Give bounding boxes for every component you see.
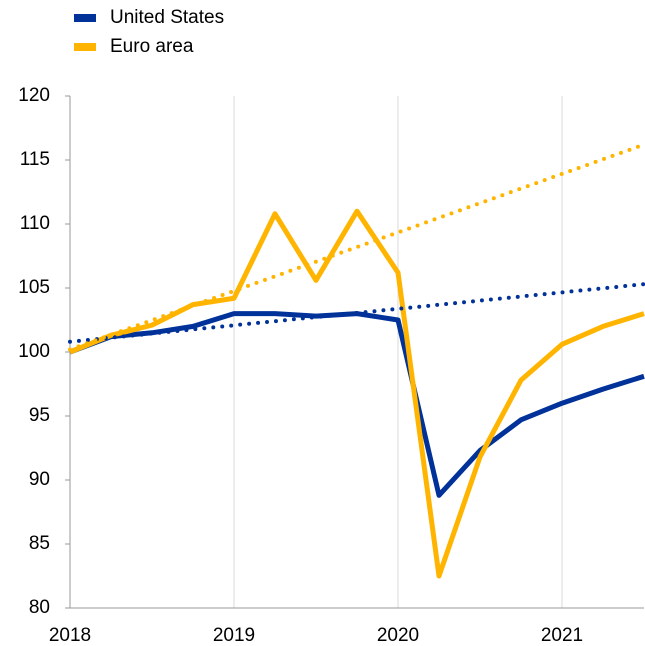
trend-line	[68, 142, 645, 352]
y-tick-label: 95	[29, 405, 50, 426]
series-line	[69, 208, 645, 579]
y-tick-label: 115	[20, 149, 50, 170]
y-tick-label: 105	[18, 277, 50, 298]
y-tick-label: 85	[29, 533, 50, 554]
x-tick-label: 2020	[377, 625, 419, 646]
legend-label: United States	[110, 7, 224, 28]
legend-swatch	[74, 14, 96, 22]
y-tick-label: 100	[18, 341, 50, 362]
legend-swatch	[74, 43, 96, 51]
x-tick-label: 2019	[213, 625, 255, 646]
y-tick-label: 110	[20, 213, 50, 234]
y-tick-label: 80	[29, 597, 50, 618]
legend-label: Euro area	[110, 36, 194, 57]
trend-line	[68, 282, 645, 344]
x-tick-label: 2018	[49, 625, 91, 646]
y-tick-label: 90	[29, 469, 50, 490]
x-tick-label: 2021	[541, 625, 583, 646]
y-tick-label: 120	[18, 85, 50, 106]
series-line	[69, 311, 645, 498]
